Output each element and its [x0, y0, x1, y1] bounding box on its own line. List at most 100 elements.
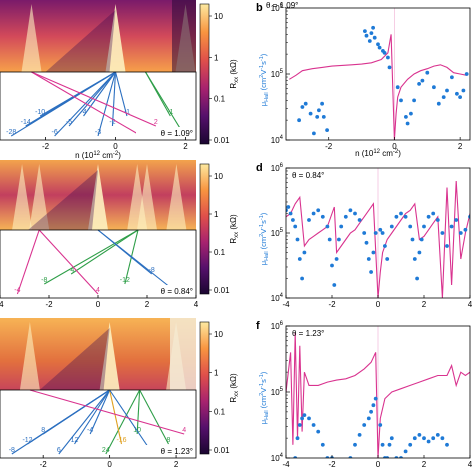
y-label-part: μ	[259, 261, 268, 265]
colorbar-label: Rxx (kΩ)	[229, 373, 240, 403]
x-tick-label: -4	[0, 300, 4, 309]
fan-label: -14	[21, 119, 31, 126]
y-tick-base: 10	[271, 136, 280, 145]
data-point	[386, 55, 390, 60]
colorbar-tick-label: 0.01	[214, 286, 230, 295]
data-point	[436, 101, 441, 106]
data-point	[461, 88, 466, 93]
y-label-part: -1	[259, 374, 265, 379]
series-line	[286, 180, 470, 298]
y-label-part: s	[259, 379, 268, 383]
x-tick-label: 2	[458, 142, 463, 151]
plot-area	[286, 168, 470, 298]
y-label-part: 2	[259, 234, 265, 237]
fan-label: -10	[35, 109, 45, 116]
x-label-part: n (10	[75, 151, 94, 160]
colorbar-label: Rxx (kΩ)	[229, 214, 240, 244]
data-point	[320, 442, 325, 447]
theta-label: θ = 0.84°	[161, 287, 193, 296]
x-tick-label: 0	[96, 300, 101, 309]
series-line	[289, 34, 467, 140]
dark-fan	[39, 328, 110, 390]
data-point	[293, 224, 298, 229]
data-point	[312, 131, 316, 136]
fan-label: -4	[80, 109, 86, 116]
colorbar-label-main: R	[229, 238, 238, 244]
colorbar-tick-label: 1	[214, 210, 219, 219]
y-tick-exp: 4	[280, 453, 284, 459]
data-point	[357, 218, 362, 222]
fan-line	[111, 71, 117, 127]
fan-frame	[0, 389, 197, 459]
data-point	[353, 211, 357, 216]
data-point	[382, 51, 387, 55]
data-point	[364, 240, 369, 245]
data-point	[371, 403, 376, 408]
fan-line	[38, 229, 99, 295]
left-column: -28-14-10-6-5-4-3-2-142-11θ = 1.09°-202-…	[0, 0, 199, 469]
data-point	[288, 211, 293, 216]
fan-line	[58, 389, 111, 455]
fan-line	[97, 229, 179, 295]
colorbar-tick-label: 10	[214, 12, 223, 21]
x-tick-label: -4	[282, 300, 290, 309]
colorbar-label-sub: xx	[234, 391, 240, 397]
fan-line	[97, 71, 117, 137]
data-point	[440, 436, 445, 441]
data-point	[441, 95, 446, 99]
y-tick-exp: 6	[280, 3, 284, 9]
data-point	[315, 115, 320, 119]
y-tick-label: 105	[271, 387, 284, 397]
fan-label: 8	[167, 437, 171, 444]
fan-label: -28	[6, 129, 16, 136]
fan-label: -3	[95, 129, 101, 136]
y-tick-base: 10	[271, 294, 280, 303]
y-tick-base: 10	[271, 4, 280, 13]
data-point	[378, 227, 383, 232]
colorbar-label-main: R	[229, 83, 238, 89]
fan-label: -6	[51, 129, 57, 136]
data-point	[363, 29, 367, 33]
fan-line	[109, 389, 123, 445]
y-tick-label: 106	[271, 3, 284, 13]
y-label-part: -1	[259, 224, 265, 229]
streak	[88, 164, 108, 230]
theta-box	[136, 285, 194, 297]
x-tick-label: 2	[145, 300, 150, 309]
data-point	[286, 208, 288, 213]
fan-label: -2	[109, 119, 115, 126]
fan-label: -8	[41, 277, 47, 284]
colorbar-gradient	[199, 321, 210, 455]
x-tick-label: -2	[328, 300, 336, 309]
fan-label: -5	[66, 119, 72, 126]
theta-label: θ = 0.84°	[292, 171, 324, 180]
data-point	[394, 214, 399, 219]
data-point	[435, 433, 440, 437]
fan-label: 6	[57, 447, 61, 454]
y-label-part: -1	[259, 383, 265, 388]
colorbar-tick-label: 0.1	[214, 407, 226, 416]
data-point	[378, 423, 383, 427]
data-point	[348, 208, 353, 213]
data-point	[297, 118, 301, 123]
fan-line	[44, 229, 139, 285]
y-label-part: (cm	[259, 396, 268, 411]
y-tick-exp: 6	[280, 163, 284, 169]
data-point	[412, 436, 417, 441]
x-label-part: -2	[393, 149, 399, 155]
data-point	[417, 250, 422, 255]
data-point	[455, 91, 459, 96]
colorbar-tick-label: 1	[214, 53, 219, 62]
data-point	[376, 42, 380, 47]
colorbar-3: 10 1 0.1 0.01 Rxx (kΩ)	[199, 321, 240, 455]
y-tick-base: 10	[271, 164, 280, 173]
colorbar-tick-label: 0.1	[214, 95, 226, 104]
data-point	[403, 214, 408, 219]
x-tick-label: 2	[422, 300, 427, 309]
data-point	[357, 433, 362, 437]
data-point	[464, 72, 469, 76]
y-label-part: μ	[259, 102, 268, 106]
fan-line	[68, 71, 116, 127]
